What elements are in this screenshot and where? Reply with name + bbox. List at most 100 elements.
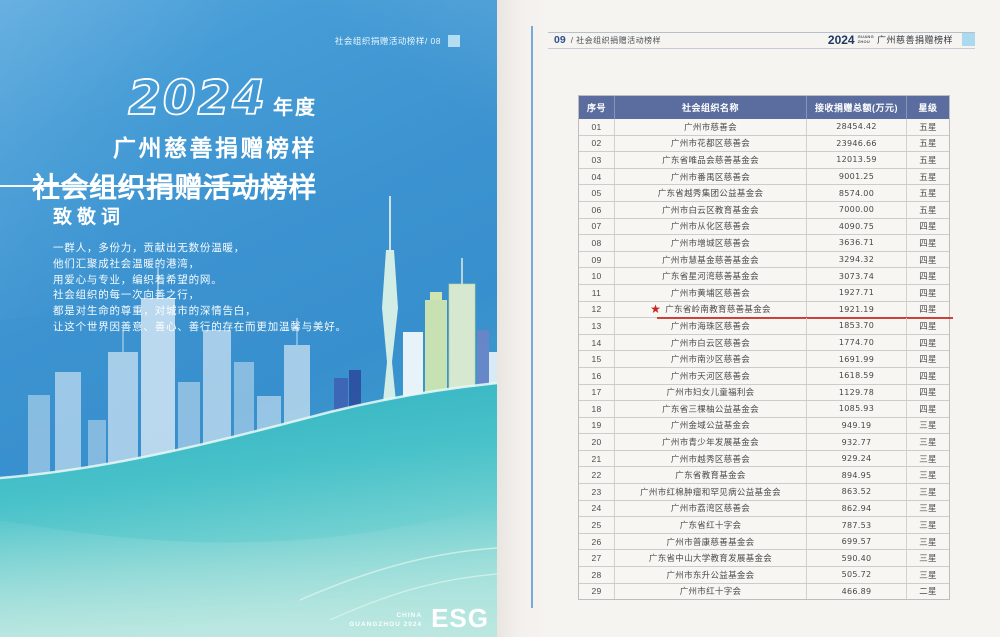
row-star-level: 三星 (919, 420, 937, 431)
row-org-name: 广州市白云区教育基金会 (662, 204, 759, 215)
row-org-name: 广东省越秀集团公益基金会 (657, 188, 764, 199)
row-amount: 3636.71 (807, 235, 907, 251)
row-org-cell: 广东省唯品会慈善基金会 (615, 152, 807, 168)
tribute-line: 让这个世界因善意、善心、善行的存在而更加温馨与美好。 (53, 320, 347, 333)
row-amount: 9001.25 (807, 168, 907, 185)
table-row: 24 广州市荔湾区慈善会 862.94 三星 (579, 500, 949, 518)
tribute-line: 一群人，多份力，贡献出无数份温暖， (53, 242, 246, 254)
row-rank: 13 (579, 318, 615, 334)
row-star-level: 三星 (919, 520, 937, 531)
footer-guangzhou: GUANGZHOU 2024 (349, 621, 423, 628)
row-rank: 28 (579, 567, 615, 583)
row-rank: 19 (579, 417, 615, 434)
table-row: 13 广州市海珠区慈善会 1853.70 四星 (579, 318, 949, 335)
row-org-cell: 广州市普康慈善基金会 (615, 533, 807, 550)
table-row: 03 广东省唯品会慈善基金会 12013.59 五星 (579, 152, 949, 169)
table-row: 28 广州市东升公益基金会 505.72 三星 (579, 567, 949, 584)
row-org-cell: 广州市越秀区慈善会 (615, 450, 807, 467)
row-star-level: 四星 (919, 287, 937, 298)
row-org-cell: 广州市妇女儿童福利会 (615, 384, 807, 401)
table-row: 17 广州市妇女儿童福利会 1129.78 四星 (579, 384, 949, 402)
left-accent-line (531, 26, 533, 608)
col-header-name: 社会组织名称 (615, 96, 807, 119)
row-star-level: 四星 (919, 337, 937, 348)
row-org-name: 广州市越秀区慈善会 (670, 453, 751, 464)
row-rank: 27 (579, 550, 615, 567)
row-org-name: 广州市增城区慈善会 (670, 237, 751, 248)
row-star-level: 三星 (919, 470, 937, 481)
row-org-cell: 广州市增城区慈善会 (615, 235, 807, 251)
row-org-cell: 广州市天河区慈善会 (615, 367, 807, 384)
row-amount: 466.89 (807, 583, 907, 600)
row-amount: 505.72 (807, 567, 907, 583)
row-amount: 1085.93 (807, 401, 907, 417)
poster-year-suffix: 年度 (273, 97, 317, 120)
row-org-name: 广州市红十字会 (679, 586, 742, 597)
row-star-level: 四星 (919, 221, 937, 232)
row-org-cell: 广州市青少年发展基金会 (615, 434, 807, 450)
tribute-section: 致敬词 一群人，多份力，贡献出无数份温暖， 他们汇聚成社会温暖的港湾， 用爱心与专业… (53, 202, 347, 336)
tribute-line: 用爱心与专业，编织着希望的网。 (53, 273, 223, 286)
row-rank: 08 (579, 235, 615, 251)
row-rank: 26 (579, 533, 615, 550)
ranking-page: 09 / 社会组织捐赠活动榜样 2024 GUANG ZHOU 广州慈善捐赠榜样… (497, 0, 1000, 637)
row-amount: 1774.70 (807, 334, 907, 351)
table-row: 08 广州市增城区慈善会 3636.71 四星 (579, 235, 949, 252)
table-row: 10 广东省星河湾慈善基金会 3073.74 四星 (579, 268, 949, 285)
donation-ranking-table: 序号 社会组织名称 接收捐赠总额(万元) 星级 01 广州市慈善会 28454.… (578, 95, 953, 600)
poster-footer: CHINA GUANGZHOU 2024 ESG (349, 605, 489, 631)
row-star-level: 五星 (919, 188, 937, 199)
row-org-cell: 广州市红十字会 (615, 583, 807, 600)
row-star-level: 三星 (919, 536, 937, 547)
row-org-cell: 广州市海珠区慈善会 (615, 318, 807, 334)
canton-tower (380, 196, 399, 432)
row-rank: 24 (579, 500, 615, 517)
row-amount: 862.94 (807, 500, 907, 517)
row-org-name: 广东省唯品会慈善基金会 (662, 154, 759, 165)
row-org-name: 广州市从化区慈善会 (670, 221, 751, 232)
tribute-line: 都是对生命的尊重，对城市的深情告白， (53, 305, 257, 318)
row-star-level: 三星 (919, 437, 937, 448)
page-number: 09 (554, 34, 566, 46)
row-amount: 1618.59 (807, 367, 907, 384)
row-amount: 894.95 (807, 467, 907, 484)
table-row: 12 ★ 广东省岭南教育慈善基金会 1921.19 四星 (579, 301, 953, 319)
table-row: 11 广州市黄埔区慈善会 1927.71 四星 (579, 284, 949, 302)
table-row: 25 广东省红十字会 787.53 三星 (579, 517, 949, 534)
row-star-level: 四星 (919, 320, 937, 331)
header-marker-square (962, 33, 975, 46)
table-row: 23 广州市红棉肿瘤和罕见病公益基金会 863.52 三星 (579, 484, 949, 501)
row-org-cell: 广州市东升公益基金会 (615, 567, 807, 583)
row-star-level: 五星 (919, 121, 937, 132)
row-org-cell: 广州市红棉肿瘤和罕见病公益基金会 (615, 484, 807, 500)
row-star-level: 四星 (919, 254, 937, 265)
header-small-bottom: ZHOU (857, 38, 871, 44)
page-header: 09 / 社会组织捐赠活动榜样 2024 GUANG ZHOU 广州慈善捐赠榜样 (548, 30, 975, 49)
poster-page-label-text: 社会组织捐赠活动榜样/ 08 (334, 36, 441, 46)
footer-china: CHINA (396, 612, 423, 619)
page-marker-square (448, 35, 460, 47)
row-org-cell: 广州市黄埔区慈善会 (615, 284, 807, 301)
row-rank: 17 (579, 384, 615, 401)
row-amount: 949.19 (807, 417, 907, 434)
row-rank: 07 (579, 218, 615, 235)
row-org-name: 广东省红十字会 (679, 520, 742, 531)
row-rank: 14 (579, 334, 615, 351)
row-org-cell: 广州市从化区慈善会 (615, 218, 807, 235)
row-star-level: 三星 (919, 503, 937, 514)
row-org-name: 广州金域公益基金会 (670, 420, 751, 431)
col-header-amount: 接收捐赠总额(万元) (807, 96, 907, 119)
row-org-name: 广州市妇女儿童福利会 (666, 387, 755, 398)
row-org-cell: 广州市南沙区慈善会 (615, 351, 807, 367)
row-org-cell: 广东省教育基金会 (615, 467, 807, 484)
row-org-name: 广州市番禺区慈善会 (670, 171, 751, 182)
row-org-name: 广东省教育基金会 (675, 470, 746, 481)
row-amount: 929.24 (807, 450, 907, 467)
row-org-name: 广州市东升公益基金会 (666, 569, 755, 580)
row-amount: 863.52 (807, 484, 907, 500)
header-year: 2024 (827, 32, 855, 47)
row-star-level: 三星 (919, 486, 937, 497)
row-star-level: 三星 (919, 569, 937, 580)
table-row: 20 广州市青少年发展基金会 932.77 三星 (579, 434, 949, 451)
